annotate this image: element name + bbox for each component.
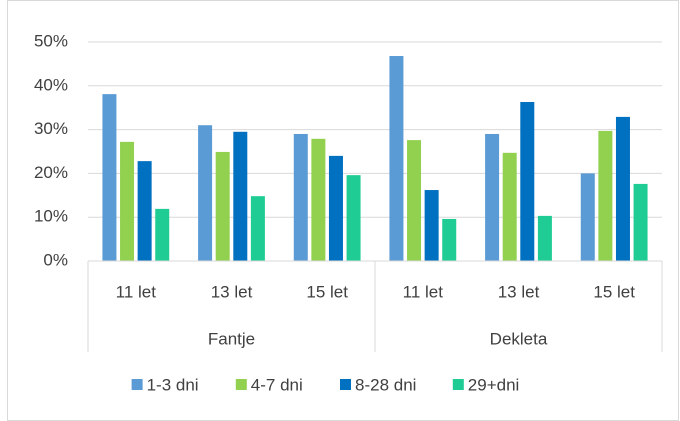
x-tick-label: 11 let: [403, 282, 444, 301]
bar: [120, 141, 135, 261]
legend-swatch: [235, 379, 247, 390]
bar: [137, 161, 152, 261]
bar: [580, 173, 595, 261]
bar: [233, 131, 248, 261]
y-tick-label: 50%: [34, 31, 68, 50]
x-tick-label: 15 let: [306, 282, 348, 301]
bar: [215, 151, 230, 261]
y-tick-label: 10%: [34, 207, 68, 226]
bar: [311, 138, 326, 261]
bar: [407, 140, 422, 261]
x-tick-label: 13 let: [498, 282, 540, 301]
bar: [389, 56, 404, 262]
bar: [520, 102, 535, 261]
bar: [155, 208, 170, 261]
chart-border: [7, 0, 679, 421]
legend-label: 4-7 dni: [251, 375, 303, 394]
bar: [633, 183, 648, 261]
bar: [537, 215, 552, 261]
bar: [424, 190, 439, 261]
bar: [328, 155, 343, 261]
legend-label: 8-28 dni: [355, 375, 416, 394]
bar: [502, 152, 517, 261]
bar: [198, 125, 213, 261]
legend-swatch: [340, 379, 351, 390]
x-tick-label: 15 let: [593, 282, 635, 301]
bar: [102, 94, 117, 261]
y-tick-label: 30%: [34, 119, 68, 138]
bar: [250, 196, 265, 261]
bar: [598, 130, 613, 261]
y-tick-label: 40%: [34, 75, 68, 94]
group-label: Dekleta: [490, 329, 548, 348]
legend-label: 29+dni: [468, 375, 520, 394]
y-tick-label: 20%: [34, 163, 68, 182]
bar: [442, 218, 457, 261]
y-tick-label: 0%: [43, 250, 68, 269]
x-tick-label: 11 let: [116, 282, 157, 301]
bar: [485, 133, 500, 261]
bar: [615, 116, 630, 261]
legend-swatch: [452, 379, 464, 390]
bar: [346, 175, 361, 261]
legend-swatch: [131, 379, 143, 390]
legend-label: 1-3 dni: [147, 375, 199, 394]
group-label: Fantje: [208, 329, 255, 348]
bar: [293, 133, 308, 261]
x-tick-label: 13 let: [211, 282, 253, 301]
